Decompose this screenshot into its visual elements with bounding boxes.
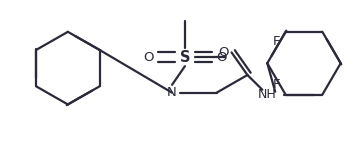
Text: F: F bbox=[273, 35, 281, 48]
Text: NH: NH bbox=[258, 88, 277, 101]
Text: F: F bbox=[273, 78, 281, 91]
Text: O: O bbox=[143, 51, 153, 64]
Text: O: O bbox=[216, 51, 227, 64]
Text: N: N bbox=[167, 86, 177, 99]
Text: S: S bbox=[180, 50, 190, 65]
Text: O: O bbox=[218, 46, 229, 59]
